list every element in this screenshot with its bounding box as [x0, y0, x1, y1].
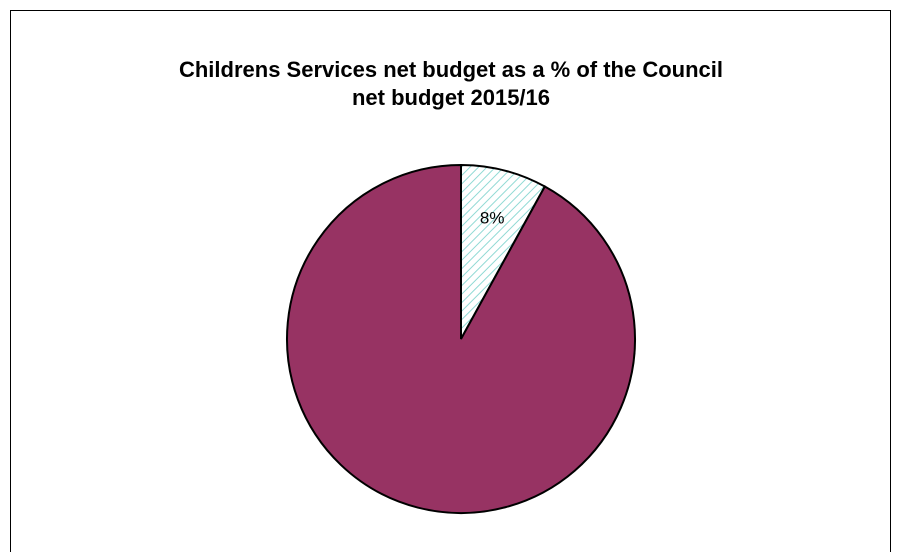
chart-title: Childrens Services net budget as a % of … [178, 57, 723, 110]
pie-slice-label-0: 8% [480, 209, 505, 228]
pie-slice-1 [285, 163, 636, 514]
